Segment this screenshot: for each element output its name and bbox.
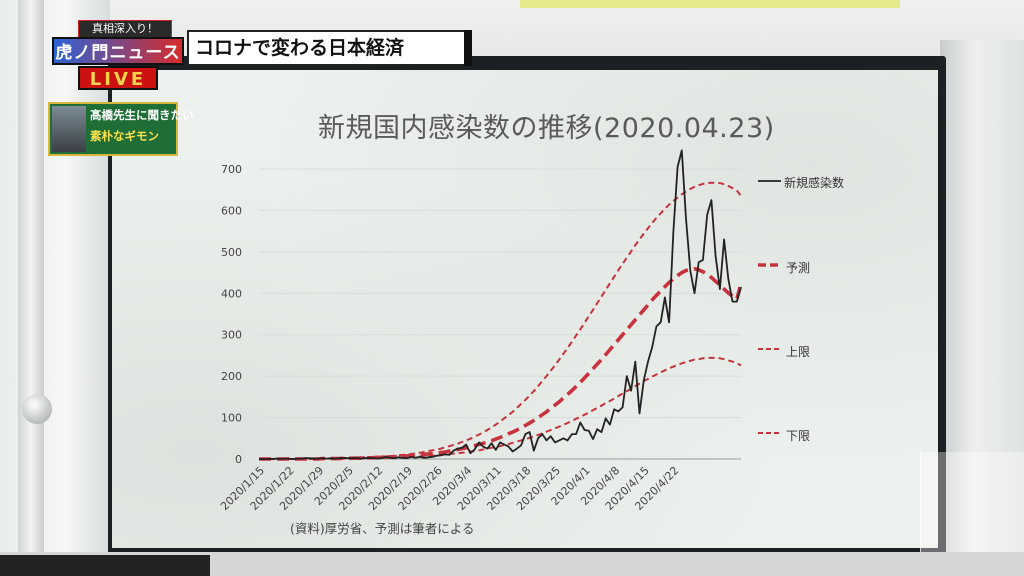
chart-series (259, 149, 743, 461)
legend-label-new-cases: 新規感染数 (784, 176, 845, 190)
chart-title: 新規国内感染数の推移(2020.04.23) (318, 113, 775, 144)
headline-caption: コロナで変わる日本経済 (187, 30, 467, 66)
y-tick-label: 200 (221, 370, 242, 383)
studio-right-frame (940, 40, 1024, 576)
series-line-1 (259, 267, 743, 461)
presenter-photo (52, 106, 86, 152)
studio-desk-edge (0, 555, 210, 576)
chart-grid (259, 168, 741, 460)
y-tick-label: 100 (221, 412, 242, 425)
studio-top-accent (520, 0, 900, 8)
logo-title: 虎ノ門ニュース (52, 37, 184, 65)
y-tick-label: 700 (221, 163, 242, 176)
logo-tagline: 真相深入り！ (78, 20, 172, 38)
legend-label-forecast: 予測 (786, 261, 811, 275)
logo-live-badge: LIVE (78, 66, 158, 90)
headline-tab (464, 30, 472, 66)
series-line-0 (259, 149, 742, 460)
segment-title-line2: 素朴なギモン (90, 129, 159, 143)
segment-title-line1: 髙橋先生に聞きたい (90, 108, 194, 122)
monitor-screen (112, 70, 938, 548)
wall-knob (22, 394, 52, 424)
chart-legend (758, 180, 781, 434)
studio-pillar (18, 0, 44, 576)
y-tick-label: 400 (221, 287, 242, 300)
y-axis-ticks: 0 100 200 300 400 500 600 700 (221, 163, 242, 466)
y-tick-label: 300 (221, 329, 242, 342)
legend-label-lower: 下限 (786, 429, 811, 443)
legend-label-upper: 上限 (786, 345, 811, 359)
chart-source-note: (資料)厚労省、予測は筆者による (290, 521, 475, 536)
y-tick-label: 0 (235, 453, 242, 466)
y-tick-label: 600 (221, 204, 242, 217)
segment-banner: 髙橋先生に聞きたい 素朴なギモン (48, 102, 194, 156)
program-logo: 真相深入り！ 虎ノ門ニュース LIVE (52, 20, 184, 92)
x-axis-ticks: 2020/1/152020/1/222020/1/292020/2/52020/… (218, 464, 681, 513)
y-tick-label: 500 (221, 246, 242, 259)
